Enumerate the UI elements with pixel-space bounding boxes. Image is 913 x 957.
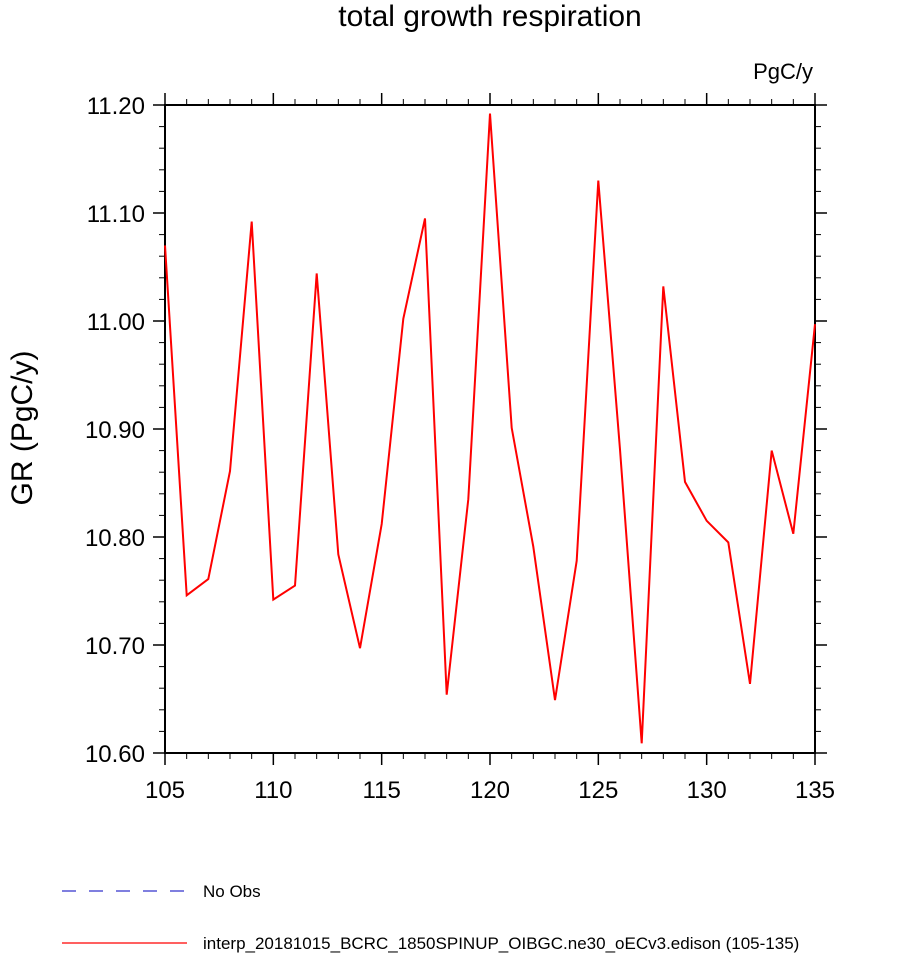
axis-tick-labels: 105 110 115 120 125 130 135 10.60 10.70 10.80 10.9… (85, 93, 835, 804)
legend: No Obs interp_20181015_BCRC_1850SPINUP_O… (62, 882, 799, 953)
axis-ticks (153, 93, 827, 765)
y-tick-label: 11.10 (87, 201, 145, 228)
series-lines (164, 113, 816, 744)
x-tick-label: 110 (254, 777, 292, 804)
legend-label-model: interp_20181015_BCRC_1850SPINUP_OIBGC.ne… (203, 934, 799, 953)
units-label: PgC/y (753, 59, 813, 84)
x-tick-label: 125 (578, 777, 618, 804)
x-tick-label: 120 (470, 777, 510, 804)
y-tick-label: 10.70 (85, 633, 145, 660)
plot-frame (164, 104, 816, 754)
legend-label-no-obs: No Obs (203, 882, 261, 901)
x-tick-label: 115 (363, 777, 401, 804)
x-tick-label: 105 (145, 777, 185, 804)
y-tick-label: 10.90 (85, 417, 145, 444)
y-tick-label: 11.00 (87, 309, 145, 336)
y-tick-label: 10.80 (85, 525, 145, 552)
x-tick-label: 135 (795, 777, 835, 804)
x-tick-label: 130 (687, 777, 727, 804)
y-tick-label: 11.20 (87, 93, 145, 120)
y-axis-label: GR (PgC/y) (6, 350, 39, 505)
series-line-1 (164, 113, 816, 744)
chart-title: total growth respiration (338, 0, 642, 33)
y-tick-label: 10.60 (85, 741, 145, 768)
